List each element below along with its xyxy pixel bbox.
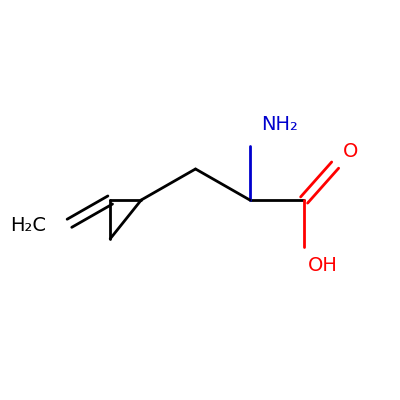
Text: OH: OH [308,256,338,275]
Text: H₂C: H₂C [10,216,46,235]
Text: O: O [343,142,358,161]
Text: NH₂: NH₂ [262,115,298,134]
